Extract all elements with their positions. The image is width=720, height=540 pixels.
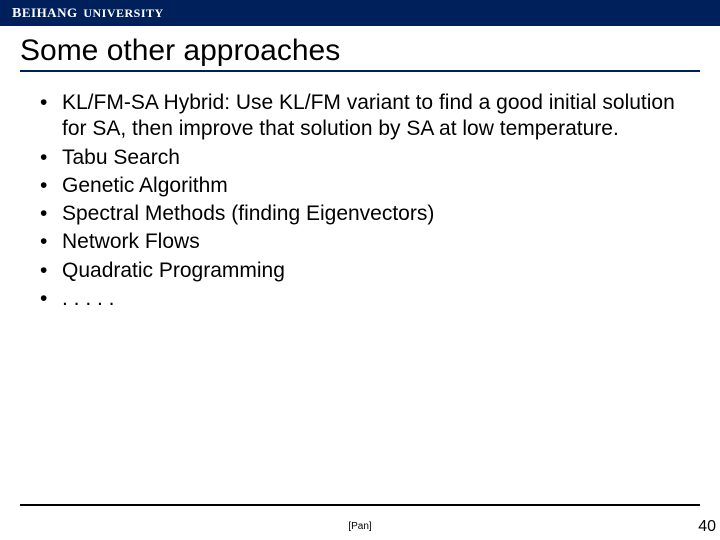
- brand-first-letter: B: [12, 6, 22, 21]
- footer-divider: [20, 504, 700, 506]
- list-item: Spectral Methods (finding Eigenvectors): [40, 201, 680, 227]
- bullet-list: KL/FM-SA Hybrid: Use KL/FM variant to fi…: [40, 90, 680, 312]
- footer-citation: [Pan]: [0, 521, 720, 532]
- slide-content: KL/FM-SA Hybrid: Use KL/FM variant to fi…: [40, 90, 680, 312]
- list-item: Tabu Search: [40, 145, 680, 171]
- page-number: 40: [698, 518, 716, 536]
- list-item: Network Flows: [40, 229, 680, 255]
- university-brand: BEIHANG UNIVERSITY: [12, 5, 164, 22]
- slide-title: Some other approaches: [20, 30, 700, 68]
- slide-header: BEIHANG UNIVERSITY: [0, 0, 720, 26]
- brand-sub: UNIVERSITY: [83, 6, 163, 20]
- title-container: Some other approaches: [20, 30, 700, 72]
- brand-rest: EIHANG: [22, 5, 78, 20]
- list-item: KL/FM-SA Hybrid: Use KL/FM variant to fi…: [40, 90, 680, 143]
- list-item: Quadratic Programming: [40, 258, 680, 284]
- list-item: . . . . .: [40, 286, 680, 312]
- list-item: Genetic Algorithm: [40, 173, 680, 199]
